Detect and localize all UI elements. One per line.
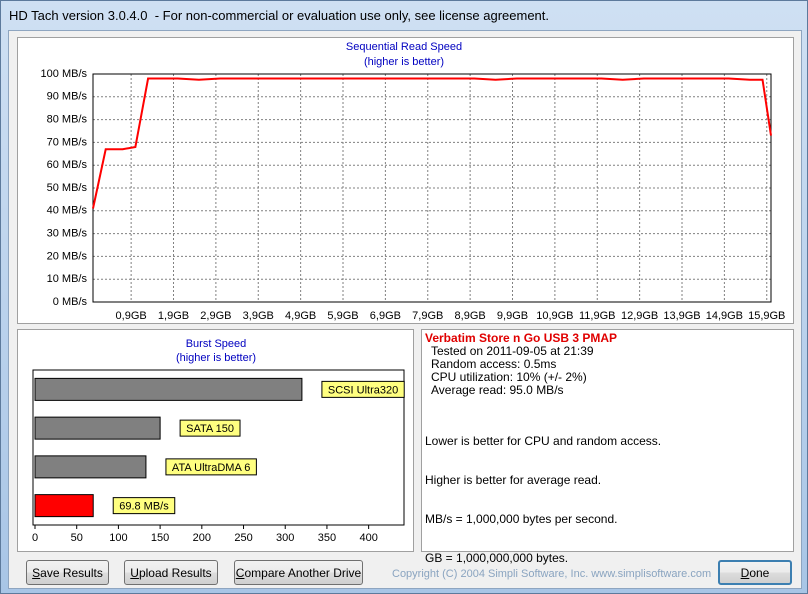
notes: Lower is better for CPU and random acces… (425, 409, 790, 591)
copyright: Copyright (C) 2004 Simpli Software, Inc.… (392, 568, 712, 580)
note: MB/s = 1,000,000 bytes per second. (425, 512, 618, 526)
compare-button[interactable]: Compare Another Drive (234, 560, 363, 585)
detail: Average read: 95.0 MB/s (431, 383, 564, 397)
burst-panel (17, 329, 414, 552)
note: GB = 1,000,000,000 bytes. (425, 551, 569, 565)
info-panel: Verbatim Store n Go USB 3 PMAP Tested on… (421, 329, 794, 565)
save-button[interactable]: Save Results (26, 560, 109, 585)
upload-button[interactable]: Upload Results (124, 560, 218, 585)
sequential-panel (17, 37, 794, 324)
detail: CPU utilization: 10% (+/- 2%) (431, 370, 587, 384)
client-area: Verbatim Store n Go USB 3 PMAP Tested on… (8, 30, 802, 589)
drive-name: Verbatim Store n Go USB 3 PMAP (425, 331, 618, 345)
done-button[interactable]: Done (718, 560, 792, 585)
note: Lower is better for CPU and random acces… (425, 434, 662, 448)
window-title: HD Tach version 3.0.4.0 - For non-commer… (9, 8, 550, 23)
detail: Random access: 0.5ms (431, 357, 557, 371)
note: Higher is better for average read. (425, 473, 602, 487)
detail: Tested on 2011-09-05 at 21:39 (431, 344, 594, 358)
